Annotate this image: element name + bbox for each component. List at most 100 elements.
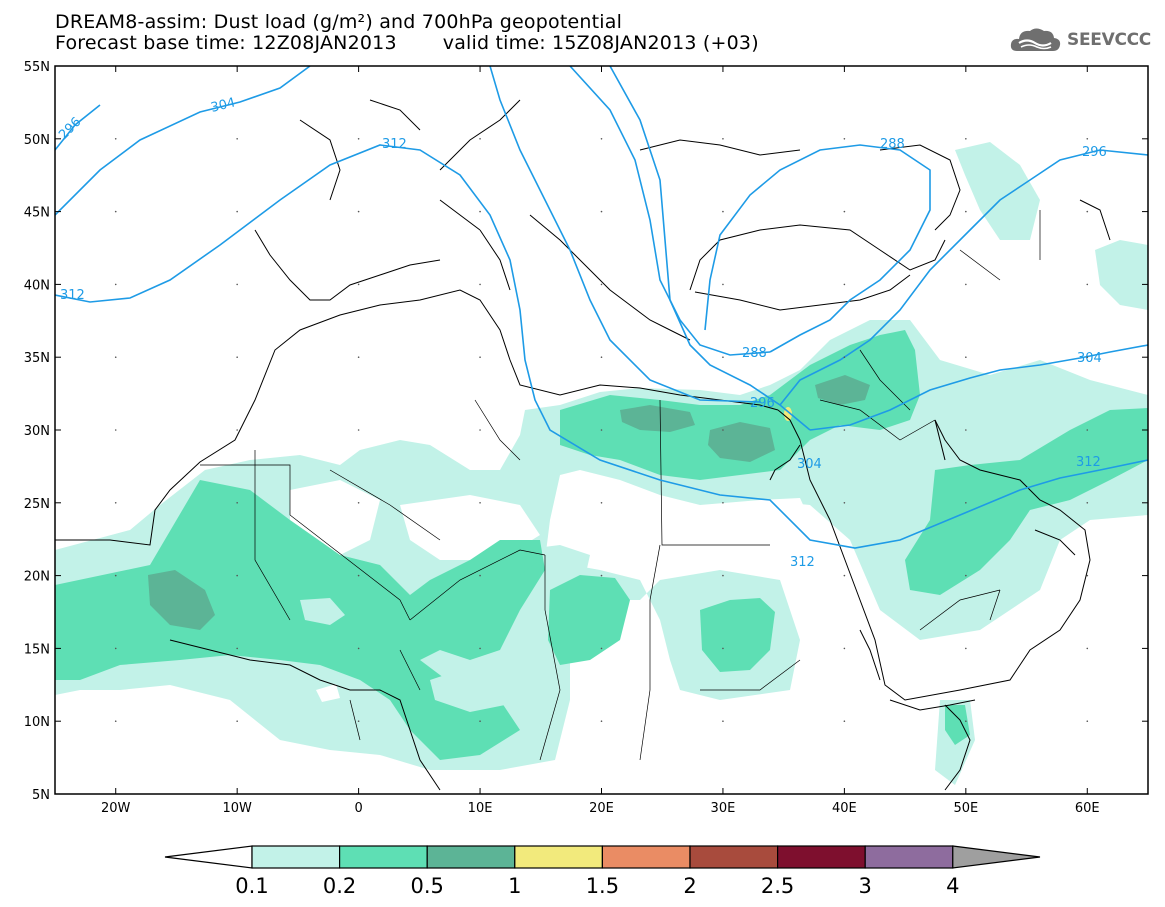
colorbar-label: 0.1 — [235, 874, 268, 898]
grid-dot — [357, 429, 360, 431]
grid-dot — [843, 283, 846, 286]
colorbar-label: 3 — [859, 874, 872, 898]
colorbar-label: 0.2 — [323, 874, 356, 898]
grid-dot — [600, 210, 603, 213]
cloud-logo-icon — [1010, 28, 1061, 51]
colorbar-label: 1.5 — [586, 874, 619, 898]
grid-dot — [479, 574, 481, 577]
colorbar-arrow-high — [952, 845, 1041, 869]
lat-label: 55N — [24, 60, 50, 75]
grid-dot — [965, 210, 967, 213]
lat-label: 25N — [24, 497, 50, 512]
grid-dot — [965, 720, 967, 722]
dust-inner-light — [300, 598, 505, 712]
dust-shading — [55, 142, 1148, 785]
colorbar-segment — [864, 845, 954, 869]
grid-dot — [357, 356, 360, 359]
lat-label: 35N — [24, 351, 50, 366]
axis-ticks — [55, 65, 1148, 795]
grid-dot — [965, 502, 967, 504]
contour-label: 312 — [60, 288, 85, 303]
grid-dot — [236, 720, 238, 722]
latitude-labels: 55N 50N 45N 40N 35N 30N 25N 20N 15N 10N 5N — [24, 60, 50, 803]
grid-dot — [600, 283, 603, 286]
grid-dot — [479, 720, 481, 722]
lat-label: 20N — [24, 570, 50, 585]
grid-dot — [1086, 502, 1089, 504]
grid-dot — [600, 356, 603, 359]
grid-dot — [114, 356, 117, 359]
grid-dot — [114, 720, 117, 722]
dust-level-0.5 — [148, 375, 870, 630]
grid-dot — [1086, 647, 1089, 650]
grid-dot — [236, 283, 238, 286]
grid-dot — [236, 502, 238, 504]
grid-dot — [236, 138, 238, 140]
contour-label: 288 — [742, 346, 767, 361]
colorbar — [164, 845, 1041, 869]
grid-dot — [1086, 138, 1089, 140]
contour-label: 296 — [1082, 145, 1107, 160]
lat-label: 30N — [24, 424, 50, 439]
lon-label: 20W — [101, 801, 131, 816]
contour-label: 296 — [750, 396, 775, 411]
grid-dot — [965, 138, 967, 140]
grid-dot — [357, 574, 360, 577]
grid-dot — [1086, 574, 1089, 577]
grid-dot — [843, 138, 846, 140]
logo-text: SEEVCCC — [1067, 30, 1151, 50]
grid-dot — [965, 574, 967, 577]
geopotential-contours — [55, 66, 1148, 549]
grid-dot — [600, 502, 603, 504]
grid-dot — [600, 647, 603, 650]
grid-dot — [479, 283, 481, 286]
colorbar-labels: 0.1 0.2 0.5 1 1.5 2 2.5 3 4 — [235, 874, 959, 898]
lon-label: 40E — [832, 801, 857, 816]
country-borders — [200, 210, 1041, 761]
contour-label: 304 — [797, 457, 822, 472]
colorbar-label: 0.5 — [410, 874, 443, 898]
lat-label: 50N — [24, 133, 50, 148]
lat-label: 5N — [32, 788, 50, 803]
grid-dot — [1086, 283, 1089, 286]
grid-dot — [965, 429, 967, 431]
grid-dot — [479, 210, 481, 213]
lon-label: 50E — [953, 801, 978, 816]
colorbar-arrow-low — [164, 845, 253, 869]
colorbar-label: 1 — [508, 874, 521, 898]
contour-label: 312 — [382, 137, 407, 152]
colorbar-segment — [601, 845, 691, 869]
grid-dot — [722, 574, 724, 577]
grid-dot — [357, 138, 360, 140]
grid-dot — [357, 647, 360, 650]
map-title: DREAM8-assim: Dust load (g/m²) and 700hP… — [55, 11, 623, 33]
grid-dot — [843, 356, 846, 359]
grid-dot — [236, 429, 238, 431]
colorbar-label: 2 — [683, 874, 696, 898]
grid-dot — [479, 138, 481, 140]
longitude-labels: 20W 10W 0 10E 20E 30E 40E 50E 60E — [101, 801, 1100, 816]
lat-label: 40N — [24, 278, 50, 293]
colorbar-label: 4 — [946, 874, 959, 898]
grid-dot — [479, 502, 481, 504]
contour-label: 304 — [209, 95, 237, 116]
grid-dot — [236, 647, 238, 650]
grid-dot — [236, 356, 238, 359]
colorbar-segment — [426, 845, 516, 869]
grid-dot — [479, 356, 481, 359]
contour-label: 312 — [1076, 455, 1101, 470]
grid-dot — [843, 647, 846, 650]
grid-dot — [357, 502, 360, 504]
grid-dot — [722, 210, 724, 213]
grid-dot — [1086, 429, 1089, 431]
colorbar-segment — [251, 845, 341, 869]
lat-label: 45N — [24, 206, 50, 221]
grid-dot — [600, 720, 603, 722]
grid-dot — [1086, 356, 1089, 359]
lat-label: 15N — [24, 642, 50, 657]
colorbar-segment — [776, 845, 866, 869]
grid-dot — [236, 574, 238, 577]
lat-label: 10N — [24, 715, 50, 730]
coastlines — [55, 99, 1111, 791]
